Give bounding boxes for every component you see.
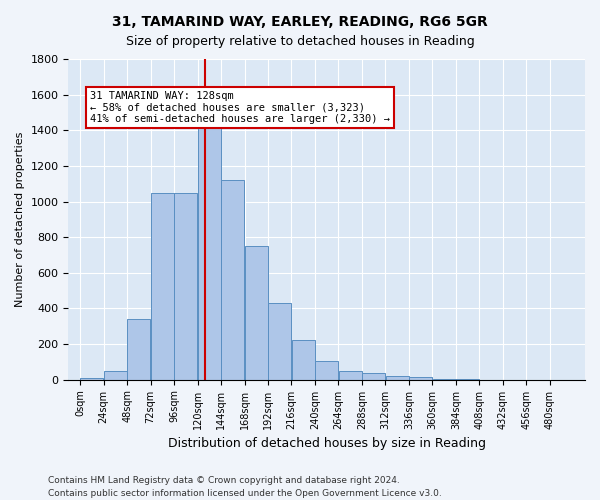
Bar bbox=[221, 180, 244, 380]
Bar bbox=[104, 371, 127, 380]
Text: 31 TAMARIND WAY: 128sqm
← 58% of detached houses are smaller (3,323)
41% of semi: 31 TAMARIND WAY: 128sqm ← 58% of detache… bbox=[90, 91, 390, 124]
Text: 31, TAMARIND WAY, EARLEY, READING, RG6 5GR: 31, TAMARIND WAY, EARLEY, READING, RG6 5… bbox=[112, 15, 488, 29]
Bar bbox=[268, 303, 291, 380]
Text: Contains HM Land Registry data © Crown copyright and database right 2024.: Contains HM Land Registry data © Crown c… bbox=[48, 476, 400, 485]
Bar bbox=[409, 377, 432, 380]
Bar bbox=[338, 371, 362, 380]
Bar bbox=[198, 120, 221, 380]
Y-axis label: Number of detached properties: Number of detached properties bbox=[15, 132, 25, 307]
X-axis label: Distribution of detached houses by size in Reading: Distribution of detached houses by size … bbox=[168, 437, 486, 450]
Bar bbox=[386, 376, 409, 380]
Bar bbox=[315, 361, 338, 380]
Text: Size of property relative to detached houses in Reading: Size of property relative to detached ho… bbox=[125, 35, 475, 48]
Bar bbox=[151, 192, 174, 380]
Bar bbox=[433, 379, 455, 380]
Bar bbox=[362, 372, 385, 380]
Bar bbox=[175, 192, 197, 380]
Text: Contains public sector information licensed under the Open Government Licence v3: Contains public sector information licen… bbox=[48, 488, 442, 498]
Bar bbox=[80, 378, 103, 380]
Bar bbox=[245, 246, 268, 380]
Bar bbox=[292, 340, 315, 380]
Bar bbox=[127, 319, 151, 380]
